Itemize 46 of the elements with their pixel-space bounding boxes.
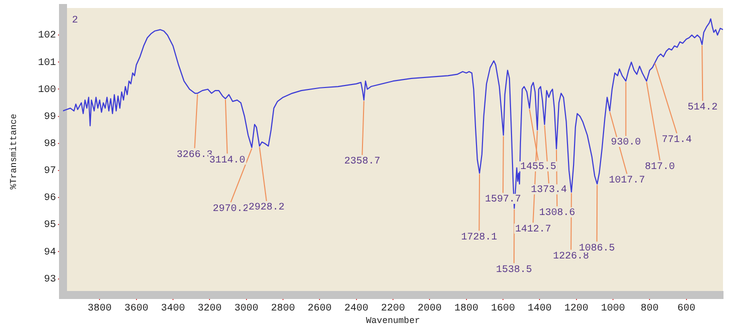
y-tick-label: 95 [44, 220, 56, 232]
annotation: 1538.5 [496, 264, 532, 276]
annotation: 1455.5 [520, 162, 556, 174]
x-tick-label: 1800 [454, 304, 478, 315]
x-tick-label: 3600 [124, 304, 148, 315]
y-tick-label: 96 [44, 193, 56, 204]
annotation: 1308.6 [539, 208, 576, 220]
annotation: 2 [72, 16, 78, 27]
annotation: 1597.7 [484, 194, 522, 206]
y-axis-title: %Transmittance [8, 114, 19, 190]
annotation: 2928.2 [248, 202, 285, 214]
x-tick-label: 1400 [528, 304, 552, 315]
y-tick-label: 97 [44, 166, 56, 178]
annotation: 1017.7 [608, 176, 645, 187]
x-tick-label: 2600 [308, 304, 332, 315]
annotation: 2970.2 [212, 204, 249, 215]
y-tick-label: 101 [38, 58, 56, 69]
x-tick-label: 1000 [600, 304, 626, 315]
y-tick-label: 100 [38, 84, 56, 96]
x-tick-label: 2000 [418, 304, 442, 315]
annotation: 930.0 [610, 138, 641, 149]
annotation: 1728.1 [461, 232, 498, 244]
x-tick-label: 2400 [344, 304, 368, 315]
annotation: 2358.7 [344, 156, 380, 168]
x-tick-label: 2200 [380, 304, 406, 315]
y-tick-label: 94 [44, 247, 56, 258]
annotation: 514.2 [688, 102, 718, 114]
x-tick-label: 2800 [270, 304, 296, 315]
annotation: 1412.7 [515, 224, 552, 236]
y-tick-label: 99 [44, 112, 56, 123]
y-tick-label: 102 [38, 30, 56, 42]
x-tick-label: 3800 [88, 304, 112, 315]
x-tick-label: 600 [677, 304, 696, 315]
x-tick-label: 3200 [198, 304, 222, 315]
y-tick-label: 98 [44, 139, 56, 150]
x-tick-label: 1600 [490, 304, 516, 315]
y-tick-label: 93 [44, 274, 56, 286]
annotation: 771.4 [662, 134, 692, 146]
annotation: 817.0 [644, 162, 675, 174]
x-tick-label: 1200 [564, 304, 588, 315]
annotation: 3114.0 [209, 155, 246, 166]
x-tick-label: 3000 [234, 304, 258, 315]
annotation: 1373.4 [530, 185, 567, 196]
x-axis-title: Wavenumber [366, 316, 420, 326]
x-tick-label: 3400 [160, 304, 186, 315]
x-tick-label: 800 [640, 304, 659, 315]
